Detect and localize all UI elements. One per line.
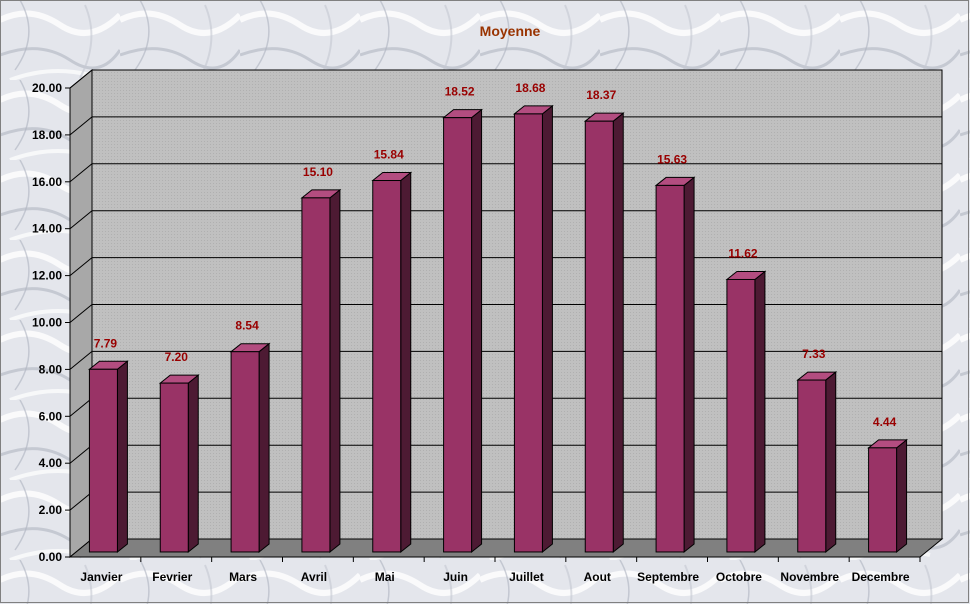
y-tick-label: 20.00 (32, 81, 62, 95)
y-tick-label: 6.00 (39, 409, 63, 423)
data-label: 4.44 (873, 415, 897, 429)
bar-juillet (512, 104, 554, 554)
y-tick-label: 12.00 (32, 269, 62, 283)
data-label: 8.54 (235, 319, 259, 333)
bar-octobre (725, 270, 767, 554)
x-tick-label: Novembre (780, 570, 839, 584)
bar-front (88, 368, 118, 553)
bar-mai (371, 171, 413, 554)
bar-front (230, 351, 260, 553)
data-label: 15.10 (303, 165, 333, 179)
bar-mars (229, 342, 271, 554)
y-tick-label: 2.00 (39, 503, 63, 517)
x-tick-label: Juillet (509, 570, 544, 584)
data-labels: 7.79 7.20 8.54 15.10 15.84 18.52 18.68 18.37 15.… (94, 81, 897, 429)
bar-janvier (87, 360, 129, 554)
bar-side (825, 371, 837, 554)
bars (87, 104, 909, 554)
bar-side (683, 176, 695, 554)
bar-side (400, 171, 412, 554)
bar-front (159, 382, 189, 553)
bar-front (513, 113, 543, 553)
bar-front (868, 447, 898, 553)
bar-fevrier (158, 374, 200, 554)
y-tick-label: 8.00 (39, 362, 63, 376)
bar-front (655, 184, 685, 553)
x-tick-label: Mai (375, 570, 395, 584)
bar-side (329, 188, 341, 554)
bar-side (471, 108, 483, 554)
bar-front (301, 197, 331, 553)
x-tick-label: Octobre (716, 570, 762, 584)
grid-line (69, 116, 942, 136)
data-label: 7.33 (802, 347, 826, 361)
bar-front (797, 379, 827, 553)
bar-juin (442, 108, 484, 554)
x-tick-label: Avril (301, 570, 327, 584)
bar-side (187, 374, 199, 554)
bar-novembre (796, 371, 838, 554)
bar-aout (583, 112, 625, 554)
bar-front (443, 117, 473, 553)
data-label: 7.20 (165, 350, 189, 364)
x-tick-label: Mars (229, 570, 257, 584)
x-axis: Janvier Fevrier Mars Avril Mai Juin Juillet Aou… (70, 556, 921, 584)
x-tick-label: Decembre (852, 570, 910, 584)
bar-side (896, 438, 908, 554)
chart-title: Moyenne (480, 23, 541, 39)
bar-front (584, 120, 614, 553)
bar-side (541, 104, 553, 554)
bar-side (612, 112, 624, 554)
data-label: 15.63 (657, 152, 687, 166)
bar-side (258, 342, 270, 554)
bar-front (726, 278, 756, 553)
data-label: 18.37 (586, 88, 616, 102)
x-tick-label: Janvier (80, 570, 122, 584)
data-label: 18.68 (515, 81, 545, 95)
x-tick-label: Septembre (637, 570, 699, 584)
y-axis: 0.00 2.00 4.00 6.00 8.00 10.00 12.00 14.00 16.00… (32, 81, 71, 564)
y-tick-label: 18.00 (32, 128, 62, 142)
y-tick-label: 16.00 (32, 175, 62, 189)
bar-side (116, 360, 128, 554)
y-tick-label: 10.00 (32, 316, 62, 330)
grid-line (69, 69, 942, 89)
bar-front (372, 180, 402, 553)
bar-side (754, 270, 766, 554)
data-label: 11.62 (728, 246, 758, 260)
y-tick-label: 0.00 (39, 550, 63, 564)
data-label: 7.79 (94, 336, 118, 350)
x-tick-label: Juin (443, 570, 468, 584)
grid-line (69, 163, 942, 183)
y-tick-label: 4.00 (39, 456, 63, 470)
x-tick-label: Aout (584, 570, 611, 584)
bar-septembre (654, 176, 696, 554)
x-tick-label: Fevrier (152, 570, 192, 584)
bar-decembre (867, 438, 909, 554)
data-label: 15.84 (374, 148, 404, 162)
y-tick-label: 14.00 (32, 222, 62, 236)
bar-avril (300, 188, 342, 554)
data-label: 18.52 (445, 85, 475, 99)
